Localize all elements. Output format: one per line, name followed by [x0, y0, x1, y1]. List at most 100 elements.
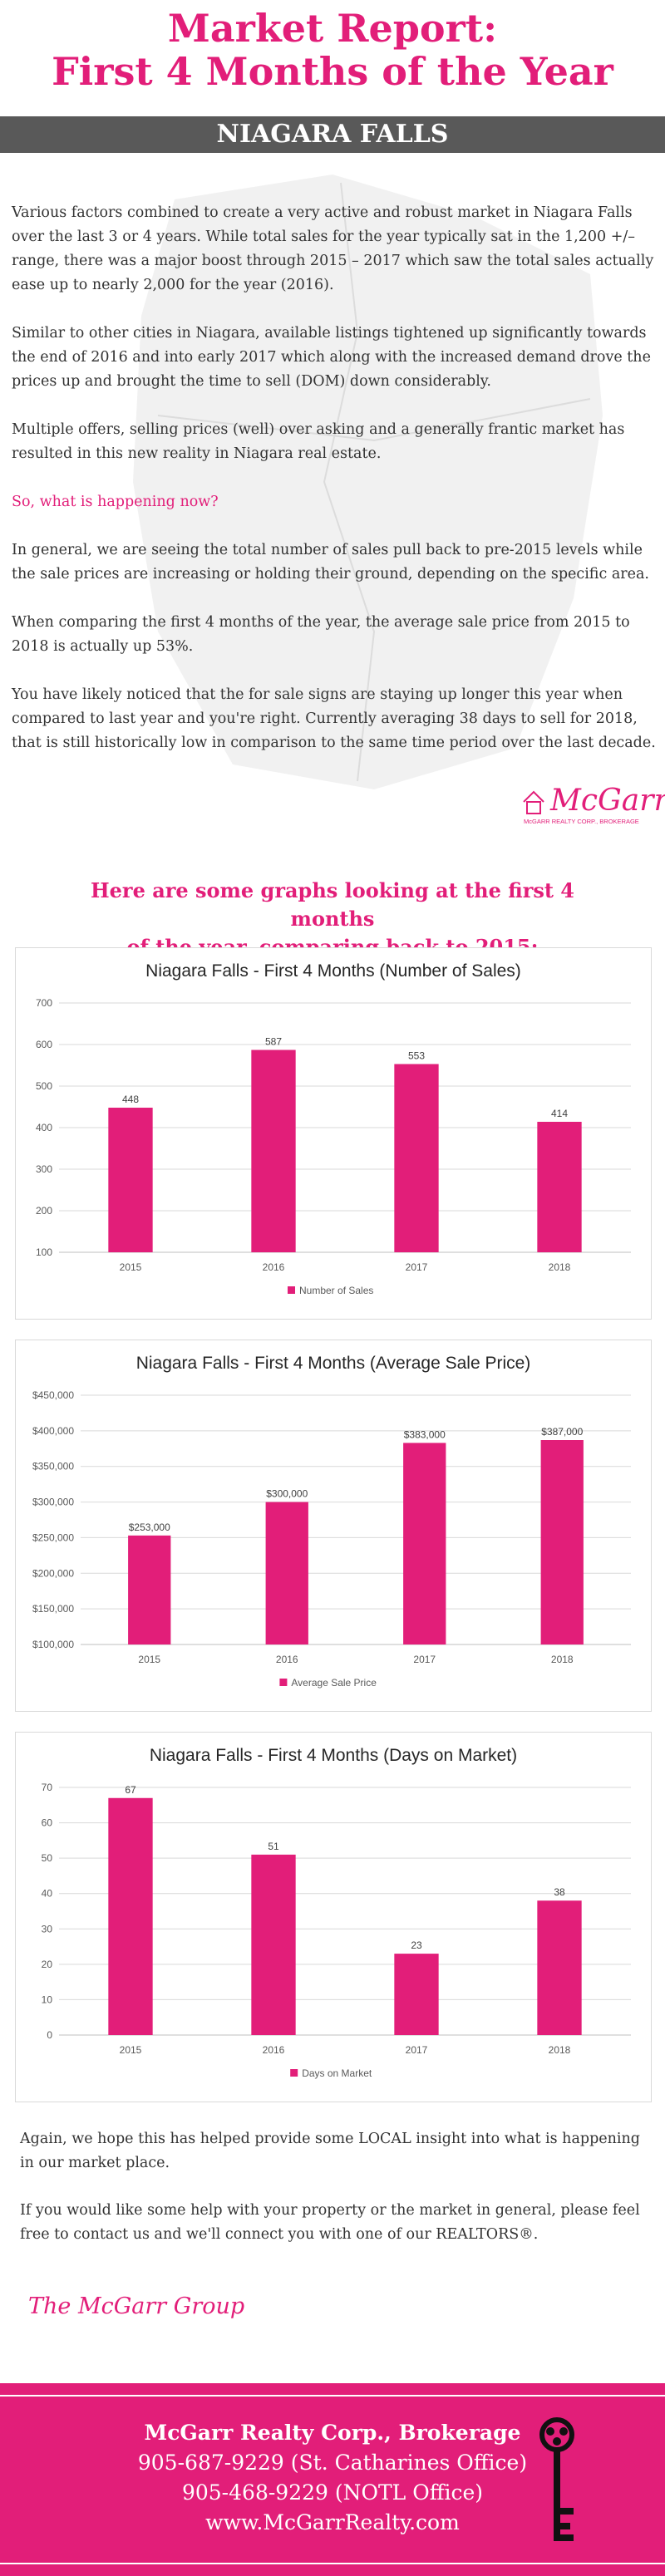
data-label: $253,000 — [129, 1522, 170, 1533]
title-line-1: Market Report: — [167, 6, 498, 51]
footer: McGarr Realty Corp., Brokerage 905-687-9… — [0, 2383, 665, 2576]
x-tick-label: 2017 — [406, 1261, 428, 1273]
footer-website-link[interactable]: www.McGarrRealty.com — [205, 2510, 460, 2534]
footer-company: McGarr Realty Corp., Brokerage — [144, 2421, 521, 2445]
mcgarr-group-signature: The McGarr Group — [28, 2293, 244, 2319]
legend-swatch — [290, 2069, 298, 2077]
footer-bottom-divider — [0, 2563, 665, 2564]
footer-phone-notl[interactable]: 905-468-9229 (NOTL Office) — [181, 2480, 484, 2505]
bar — [251, 1854, 296, 2035]
bar — [128, 1535, 171, 1644]
bar — [251, 1050, 296, 1252]
footer-phone-st-catharines[interactable]: 905-687-9229 (St. Catharines Office) — [137, 2451, 528, 2475]
x-tick-label: 2016 — [263, 2044, 285, 2056]
x-tick-label: 2018 — [551, 1654, 574, 1665]
data-label: 587 — [265, 1036, 282, 1048]
x-tick-label: 2016 — [263, 1261, 285, 1273]
logo-tagline: McGARR REALTY CORP., BROKERAGE — [524, 818, 639, 825]
y-tick-label: 100 — [36, 1246, 52, 1258]
chart-days-on-market-svg: Niagara Falls - First 4 Months (Days on … — [42, 1746, 631, 2079]
data-label: $300,000 — [266, 1488, 308, 1500]
data-label: 553 — [408, 1050, 425, 1062]
intro-paragraph-2: Similar to other cities in Niagara, avai… — [12, 325, 651, 390]
data-label: 414 — [551, 1108, 568, 1119]
x-tick-label: 2017 — [413, 1654, 436, 1665]
intro-paragraph-5: When comparing the first 4 months of the… — [12, 614, 630, 655]
x-tick-label: 2018 — [549, 2044, 571, 2056]
title-line-2: First 4 Months of the Year — [52, 49, 613, 94]
bar — [394, 1954, 439, 2035]
closing-paragraph-2: If you would like some help with your pr… — [20, 2202, 640, 2243]
y-tick-label: 10 — [42, 1993, 53, 2005]
y-tick-label: $400,000 — [32, 1425, 74, 1437]
footer-top-divider — [0, 2395, 665, 2397]
legend-label: Days on Market — [302, 2067, 372, 2079]
data-label: $387,000 — [541, 1426, 583, 1438]
region-map-watermark — [133, 175, 603, 789]
y-tick-label: 400 — [36, 1122, 52, 1133]
chart-number-of-sales: Niagara Falls - First 4 Months (Number o… — [15, 947, 652, 1320]
mcgarr-logo: McGarr McGARR REALTY CORP., BROKERAGE — [523, 784, 665, 825]
intro-text: Various factors combined to create a ver… — [12, 201, 660, 779]
bar — [265, 1502, 308, 1644]
y-tick-label: 50 — [42, 1852, 53, 1864]
data-label: 38 — [554, 1886, 565, 1898]
y-tick-label: 700 — [36, 997, 52, 1009]
legend-label: Average Sale Price — [291, 1677, 377, 1689]
y-tick-label: 300 — [36, 1163, 52, 1175]
bar — [540, 1440, 584, 1644]
y-tick-label: 70 — [42, 1782, 53, 1793]
data-label: 67 — [125, 1784, 136, 1796]
bar — [108, 1108, 153, 1252]
intro-paragraph-3: Multiple offers, selling prices (well) o… — [12, 421, 625, 462]
y-tick-label: 0 — [47, 2029, 52, 2041]
y-tick-label: 40 — [42, 1888, 53, 1900]
x-tick-label: 2015 — [120, 1261, 142, 1273]
y-tick-label: 600 — [36, 1039, 52, 1050]
chart-number-of-sales-svg: Niagara Falls - First 4 Months (Number o… — [36, 961, 631, 1296]
key-icon — [539, 2417, 574, 2541]
bar — [394, 1064, 439, 1252]
x-tick-label: 2015 — [138, 1654, 160, 1665]
data-label: 448 — [122, 1094, 139, 1105]
house-icon — [523, 790, 544, 814]
intro-question: So, what is happening now? — [12, 494, 219, 510]
intro-paragraph-1: Various factors combined to create a ver… — [12, 204, 654, 293]
y-tick-label: $350,000 — [32, 1461, 74, 1472]
y-tick-label: 30 — [42, 1923, 53, 1934]
x-tick-label: 2016 — [276, 1654, 298, 1665]
chart-average-sale-price-svg: Niagara Falls - First 4 Months (Average … — [32, 1354, 631, 1689]
x-tick-label: 2018 — [549, 1261, 571, 1273]
chart-title: Niagara Falls - First 4 Months (Average … — [136, 1354, 531, 1373]
bar — [403, 1443, 446, 1644]
y-tick-label: 20 — [42, 1959, 53, 1970]
x-tick-label: 2017 — [406, 2044, 428, 2056]
intro-paragraph-4: In general, we are seeing the total numb… — [12, 542, 649, 583]
y-tick-label: 200 — [36, 1205, 52, 1217]
closing-text: Again, we hope this has helped provide s… — [20, 2127, 652, 2270]
logo-wordmark: McGarr — [549, 784, 665, 818]
y-tick-label: $150,000 — [32, 1603, 74, 1615]
chart-average-sale-price: Niagara Falls - First 4 Months (Average … — [15, 1340, 652, 1712]
bar — [537, 1122, 582, 1252]
y-tick-label: $100,000 — [32, 1639, 74, 1650]
bar — [537, 1900, 582, 2035]
x-tick-label: 2015 — [120, 2044, 142, 2056]
signature-text: The McGarr Group — [28, 2293, 244, 2319]
footer-contact: McGarr Realty Corp., Brokerage 905-687-9… — [125, 2418, 540, 2538]
data-label: 51 — [268, 1841, 279, 1852]
graphs-heading-line-1: Here are some graphs looking at the firs… — [90, 878, 574, 931]
y-tick-label: $250,000 — [32, 1531, 74, 1543]
legend-swatch — [288, 1286, 295, 1294]
y-tick-label: $450,000 — [32, 1389, 74, 1401]
closing-paragraph-1: Again, we hope this has helped provide s… — [20, 2131, 640, 2171]
data-label: $383,000 — [404, 1428, 446, 1440]
legend-label: Number of Sales — [299, 1285, 373, 1296]
bar — [108, 1797, 153, 2035]
city-banner: NIAGARA FALLS — [0, 116, 665, 153]
y-tick-label: $300,000 — [32, 1497, 74, 1508]
y-tick-label: 60 — [42, 1817, 53, 1829]
report-title: Market Report: First 4 Months of the Yea… — [0, 7, 665, 93]
intro-paragraph-6: You have likely noticed that the for sal… — [12, 686, 656, 751]
chart-days-on-market: Niagara Falls - First 4 Months (Days on … — [15, 1732, 652, 2102]
